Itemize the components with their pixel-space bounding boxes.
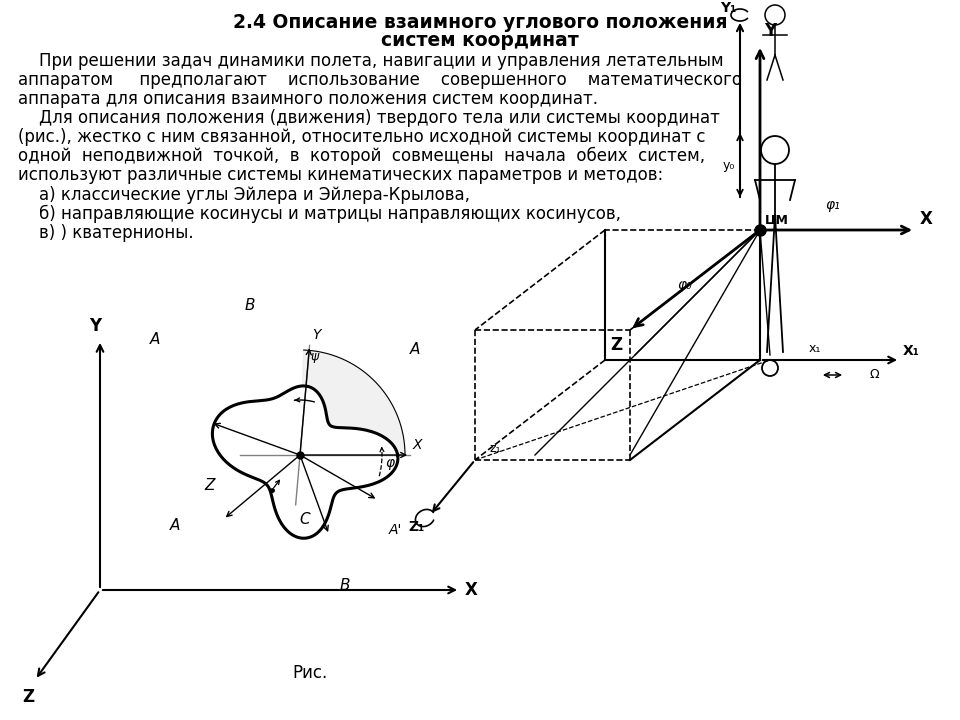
Text: аппарата для описания взаимного положения систем координат.: аппарата для описания взаимного положени… xyxy=(18,90,598,108)
Text: x₁: x₁ xyxy=(809,342,821,355)
Text: б) направляющие косинусы и матрицы направляющих косинусов,: б) направляющие косинусы и матрицы напра… xyxy=(18,205,621,223)
Text: Y: Y xyxy=(313,328,321,343)
Text: z₁: z₁ xyxy=(490,442,501,455)
Text: Y: Y xyxy=(89,317,101,335)
Text: аппаратом     предполагают    использование    совершенного    математического: аппаратом предполагают использование сов… xyxy=(18,71,742,89)
Text: используют различные системы кинематических параметров и методов:: используют различные системы кинематичес… xyxy=(18,166,663,184)
Text: A': A' xyxy=(388,523,401,537)
Text: Z: Z xyxy=(610,336,622,354)
Text: (рис.), жестко с ним связанной, относительно исходной системы координат с: (рис.), жестко с ним связанной, относите… xyxy=(18,128,706,146)
Text: X: X xyxy=(465,581,478,599)
Text: C: C xyxy=(300,513,310,528)
Text: Ω: Ω xyxy=(870,369,879,382)
Text: Z: Z xyxy=(22,688,34,706)
Text: ЦМ: ЦМ xyxy=(765,214,789,227)
Text: одной  неподвижной  точкой,  в  которой  совмещены  начала  обеих  систем,: одной неподвижной точкой, в которой совм… xyxy=(18,147,706,165)
Text: Z₁: Z₁ xyxy=(409,520,425,534)
Text: При решении задач динамики полета, навигации и управления летательным: При решении задач динамики полета, навиг… xyxy=(18,52,724,70)
Text: X₁: X₁ xyxy=(903,344,920,358)
Text: X: X xyxy=(920,210,933,228)
Text: y₀: y₀ xyxy=(723,158,735,171)
Text: систем координат: систем координат xyxy=(381,31,579,50)
Text: A: A xyxy=(150,333,160,348)
Text: в) ) кватернионы.: в) ) кватернионы. xyxy=(18,224,194,242)
Text: ψ: ψ xyxy=(310,350,319,363)
Text: φ₁: φ₁ xyxy=(825,198,840,212)
Text: B: B xyxy=(245,297,255,312)
Text: Y₁: Y₁ xyxy=(720,1,736,15)
Polygon shape xyxy=(212,386,397,539)
Polygon shape xyxy=(300,350,405,455)
Text: 2.4 Описание взаимного углового положения: 2.4 Описание взаимного углового положени… xyxy=(232,13,728,32)
Text: A: A xyxy=(170,518,180,533)
Text: Y: Y xyxy=(764,22,776,40)
Text: а) классические углы Эйлера и Эйлера-Крылова,: а) классические углы Эйлера и Эйлера-Кры… xyxy=(18,186,470,204)
Text: φ₀: φ₀ xyxy=(678,278,692,292)
Text: Z: Z xyxy=(204,477,215,492)
Text: Для описания положения (движения) твердого тела или системы координат: Для описания положения (движения) твердо… xyxy=(18,109,720,127)
Text: X: X xyxy=(413,438,422,452)
Text: φ: φ xyxy=(385,456,395,470)
Text: Рис.: Рис. xyxy=(293,664,327,682)
Text: B: B xyxy=(340,577,350,593)
Text: A: A xyxy=(410,343,420,358)
